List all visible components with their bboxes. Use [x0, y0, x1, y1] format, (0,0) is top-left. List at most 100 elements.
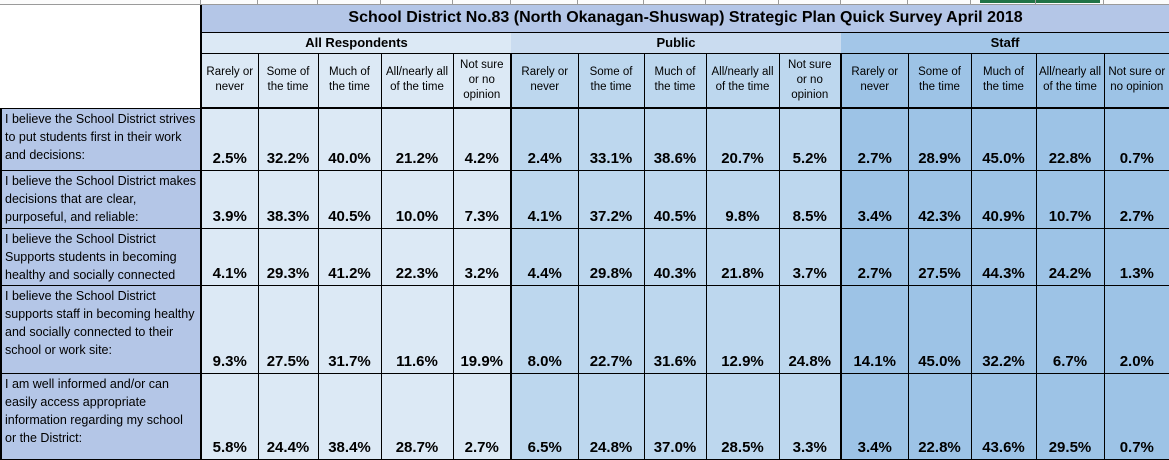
- column-header-all-respondents[interactable]: Not sure or no opinion: [452, 52, 512, 109]
- value-cell-staff[interactable]: 29.5%: [1035, 372, 1105, 460]
- value-cell-staff[interactable]: 28.9%: [907, 107, 972, 171]
- value-cell-public[interactable]: 4.4%: [510, 227, 579, 286]
- group-header-public[interactable]: Public: [511, 31, 841, 54]
- value-cell-public[interactable]: 8.5%: [778, 169, 842, 229]
- column-header-all-respondents[interactable]: All/nearly all of the time: [380, 52, 454, 109]
- value-cell-public[interactable]: 29.8%: [577, 227, 645, 286]
- corner-cell[interactable]: [1, 5, 202, 109]
- question-cell[interactable]: I am well informed and/or can easily acc…: [0, 372, 202, 460]
- value-cell-all-respondents[interactable]: 38.4%: [317, 372, 382, 460]
- value-cell-staff[interactable]: 44.3%: [970, 227, 1037, 286]
- value-cell-staff[interactable]: 3.4%: [840, 169, 909, 229]
- value-cell-all-respondents[interactable]: 3.2%: [452, 227, 512, 286]
- value-cell-staff[interactable]: 27.5%: [907, 227, 972, 286]
- question-cell[interactable]: I believe the School District supports s…: [0, 284, 202, 374]
- value-cell-staff[interactable]: 10.7%: [1035, 169, 1105, 229]
- value-cell-public[interactable]: 40.3%: [643, 227, 707, 286]
- value-cell-public[interactable]: 9.8%: [705, 169, 780, 229]
- value-cell-all-respondents[interactable]: 32.2%: [257, 107, 319, 171]
- value-cell-all-respondents[interactable]: 31.7%: [317, 284, 382, 374]
- value-cell-public[interactable]: 38.6%: [643, 107, 707, 171]
- value-cell-public[interactable]: 4.1%: [510, 169, 579, 229]
- value-cell-all-respondents[interactable]: 10.0%: [380, 169, 454, 229]
- value-cell-staff[interactable]: 3.4%: [840, 372, 909, 460]
- value-cell-public[interactable]: 22.7%: [577, 284, 645, 374]
- value-cell-public[interactable]: 21.8%: [705, 227, 780, 286]
- column-header-public[interactable]: All/nearly all of the time: [705, 52, 780, 109]
- question-cell[interactable]: I believe the School District makes deci…: [0, 169, 202, 229]
- value-cell-staff[interactable]: 22.8%: [907, 372, 972, 460]
- question-cell[interactable]: I believe the School District Supports s…: [0, 227, 202, 286]
- value-cell-staff[interactable]: 32.2%: [970, 284, 1037, 374]
- value-cell-staff[interactable]: 40.9%: [970, 169, 1037, 229]
- value-cell-all-respondents[interactable]: 40.5%: [317, 169, 382, 229]
- value-cell-all-respondents[interactable]: 5.8%: [200, 372, 259, 460]
- value-cell-all-respondents[interactable]: 21.2%: [380, 107, 454, 171]
- group-header-all-respondents[interactable]: All Respondents: [201, 31, 511, 54]
- value-cell-all-respondents[interactable]: 40.0%: [317, 107, 382, 171]
- value-cell-all-respondents[interactable]: 4.2%: [452, 107, 512, 171]
- value-cell-all-respondents[interactable]: 24.4%: [257, 372, 319, 460]
- value-cell-staff[interactable]: 43.6%: [970, 372, 1037, 460]
- value-cell-all-respondents[interactable]: 38.3%: [257, 169, 319, 229]
- value-cell-staff[interactable]: 22.8%: [1035, 107, 1105, 171]
- value-cell-public[interactable]: 37.0%: [643, 372, 707, 460]
- value-cell-staff[interactable]: 0.7%: [1103, 107, 1169, 171]
- value-cell-public[interactable]: 8.0%: [510, 284, 579, 374]
- value-cell-all-respondents[interactable]: 2.5%: [200, 107, 259, 171]
- value-cell-staff[interactable]: 14.1%: [840, 284, 909, 374]
- value-cell-all-respondents[interactable]: 28.7%: [380, 372, 454, 460]
- value-cell-staff[interactable]: 2.0%: [1103, 284, 1169, 374]
- value-cell-all-respondents[interactable]: 2.7%: [452, 372, 512, 460]
- value-cell-staff[interactable]: 1.3%: [1103, 227, 1169, 286]
- value-cell-staff[interactable]: 2.7%: [840, 107, 909, 171]
- value-cell-all-respondents[interactable]: 4.1%: [200, 227, 259, 286]
- value-cell-public[interactable]: 37.2%: [577, 169, 645, 229]
- value-cell-staff[interactable]: 6.7%: [1035, 284, 1105, 374]
- column-header-staff[interactable]: Some of the time: [907, 52, 972, 109]
- value-cell-staff[interactable]: 0.7%: [1103, 372, 1169, 460]
- value-cell-public[interactable]: 5.2%: [778, 107, 842, 171]
- value-cell-public[interactable]: 24.8%: [778, 284, 842, 374]
- value-cell-public[interactable]: 3.7%: [778, 227, 842, 286]
- group-header-staff[interactable]: Staff: [841, 31, 1169, 54]
- column-header-all-respondents[interactable]: Rarely or never: [200, 52, 259, 109]
- column-header-public[interactable]: Rarely or never: [510, 52, 579, 109]
- value-cell-staff[interactable]: 24.2%: [1035, 227, 1105, 286]
- value-cell-all-respondents[interactable]: 7.3%: [452, 169, 512, 229]
- value-cell-all-respondents[interactable]: 41.2%: [317, 227, 382, 286]
- value-cell-public[interactable]: 12.9%: [705, 284, 780, 374]
- column-header-staff[interactable]: Rarely or never: [840, 52, 909, 109]
- value-cell-staff[interactable]: 45.0%: [907, 284, 972, 374]
- column-header-public[interactable]: Much of the time: [643, 52, 707, 109]
- value-cell-public[interactable]: 3.3%: [778, 372, 842, 460]
- column-header-public[interactable]: Not sure or no opinion: [778, 52, 842, 109]
- value-cell-public[interactable]: 24.8%: [577, 372, 645, 460]
- value-cell-all-respondents[interactable]: 29.3%: [257, 227, 319, 286]
- value-cell-public[interactable]: 28.5%: [705, 372, 780, 460]
- value-cell-all-respondents[interactable]: 22.3%: [380, 227, 454, 286]
- value-cell-public[interactable]: 6.5%: [510, 372, 579, 460]
- value-cell-all-respondents[interactable]: 19.9%: [452, 284, 512, 374]
- value-cell-all-respondents[interactable]: 27.5%: [257, 284, 319, 374]
- value-cell-staff[interactable]: 45.0%: [970, 107, 1037, 171]
- value-cell-all-respondents[interactable]: 11.6%: [380, 284, 454, 374]
- column-header-public[interactable]: Some of the time: [577, 52, 645, 109]
- value-cell-public[interactable]: 2.4%: [510, 107, 579, 171]
- column-header-row: Rarely or never Some of the time Much of t…: [1, 52, 1169, 109]
- value-cell-staff[interactable]: 42.3%: [907, 169, 972, 229]
- value-cell-public[interactable]: 40.5%: [643, 169, 707, 229]
- column-header-staff[interactable]: Not sure or no opinion: [1103, 52, 1169, 109]
- column-header-all-respondents[interactable]: Much of the time: [317, 52, 382, 109]
- column-header-all-respondents[interactable]: Some of the time: [257, 52, 319, 109]
- value-cell-staff[interactable]: 2.7%: [1103, 169, 1169, 229]
- value-cell-public[interactable]: 31.6%: [643, 284, 707, 374]
- question-cell[interactable]: I believe the School District strives to…: [0, 107, 202, 171]
- column-header-staff[interactable]: Much of the time: [970, 52, 1037, 109]
- value-cell-all-respondents[interactable]: 9.3%: [200, 284, 259, 374]
- column-header-staff[interactable]: All/nearly all of the time: [1035, 52, 1105, 109]
- value-cell-public[interactable]: 33.1%: [577, 107, 645, 171]
- value-cell-all-respondents[interactable]: 3.9%: [200, 169, 259, 229]
- value-cell-staff[interactable]: 2.7%: [840, 227, 909, 286]
- value-cell-public[interactable]: 20.7%: [705, 107, 780, 171]
